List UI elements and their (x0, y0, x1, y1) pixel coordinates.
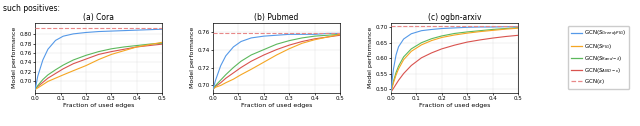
Legend: GCN($S_{GreedyPIG}$), GCN($S_{PIG}$), GCN($S_{Rand-\lambda}$), GCN($S_{AND-\nu}$: GCN($S_{GreedyPIG}$), GCN($S_{PIG}$), GC… (568, 26, 629, 89)
X-axis label: Fraction of used edges: Fraction of used edges (63, 103, 134, 108)
X-axis label: Fraction of used edges: Fraction of used edges (419, 103, 490, 108)
Text: such positives:: such positives: (3, 4, 60, 13)
Title: (b) Pubmed: (b) Pubmed (255, 13, 299, 22)
Title: (c) ogbn-arxiv: (c) ogbn-arxiv (428, 13, 481, 22)
X-axis label: Fraction of used edges: Fraction of used edges (241, 103, 312, 108)
Y-axis label: Model performance: Model performance (190, 27, 195, 88)
Y-axis label: Model performance: Model performance (368, 27, 373, 88)
Title: (a) Cora: (a) Cora (83, 13, 115, 22)
Y-axis label: Model performance: Model performance (12, 27, 17, 88)
